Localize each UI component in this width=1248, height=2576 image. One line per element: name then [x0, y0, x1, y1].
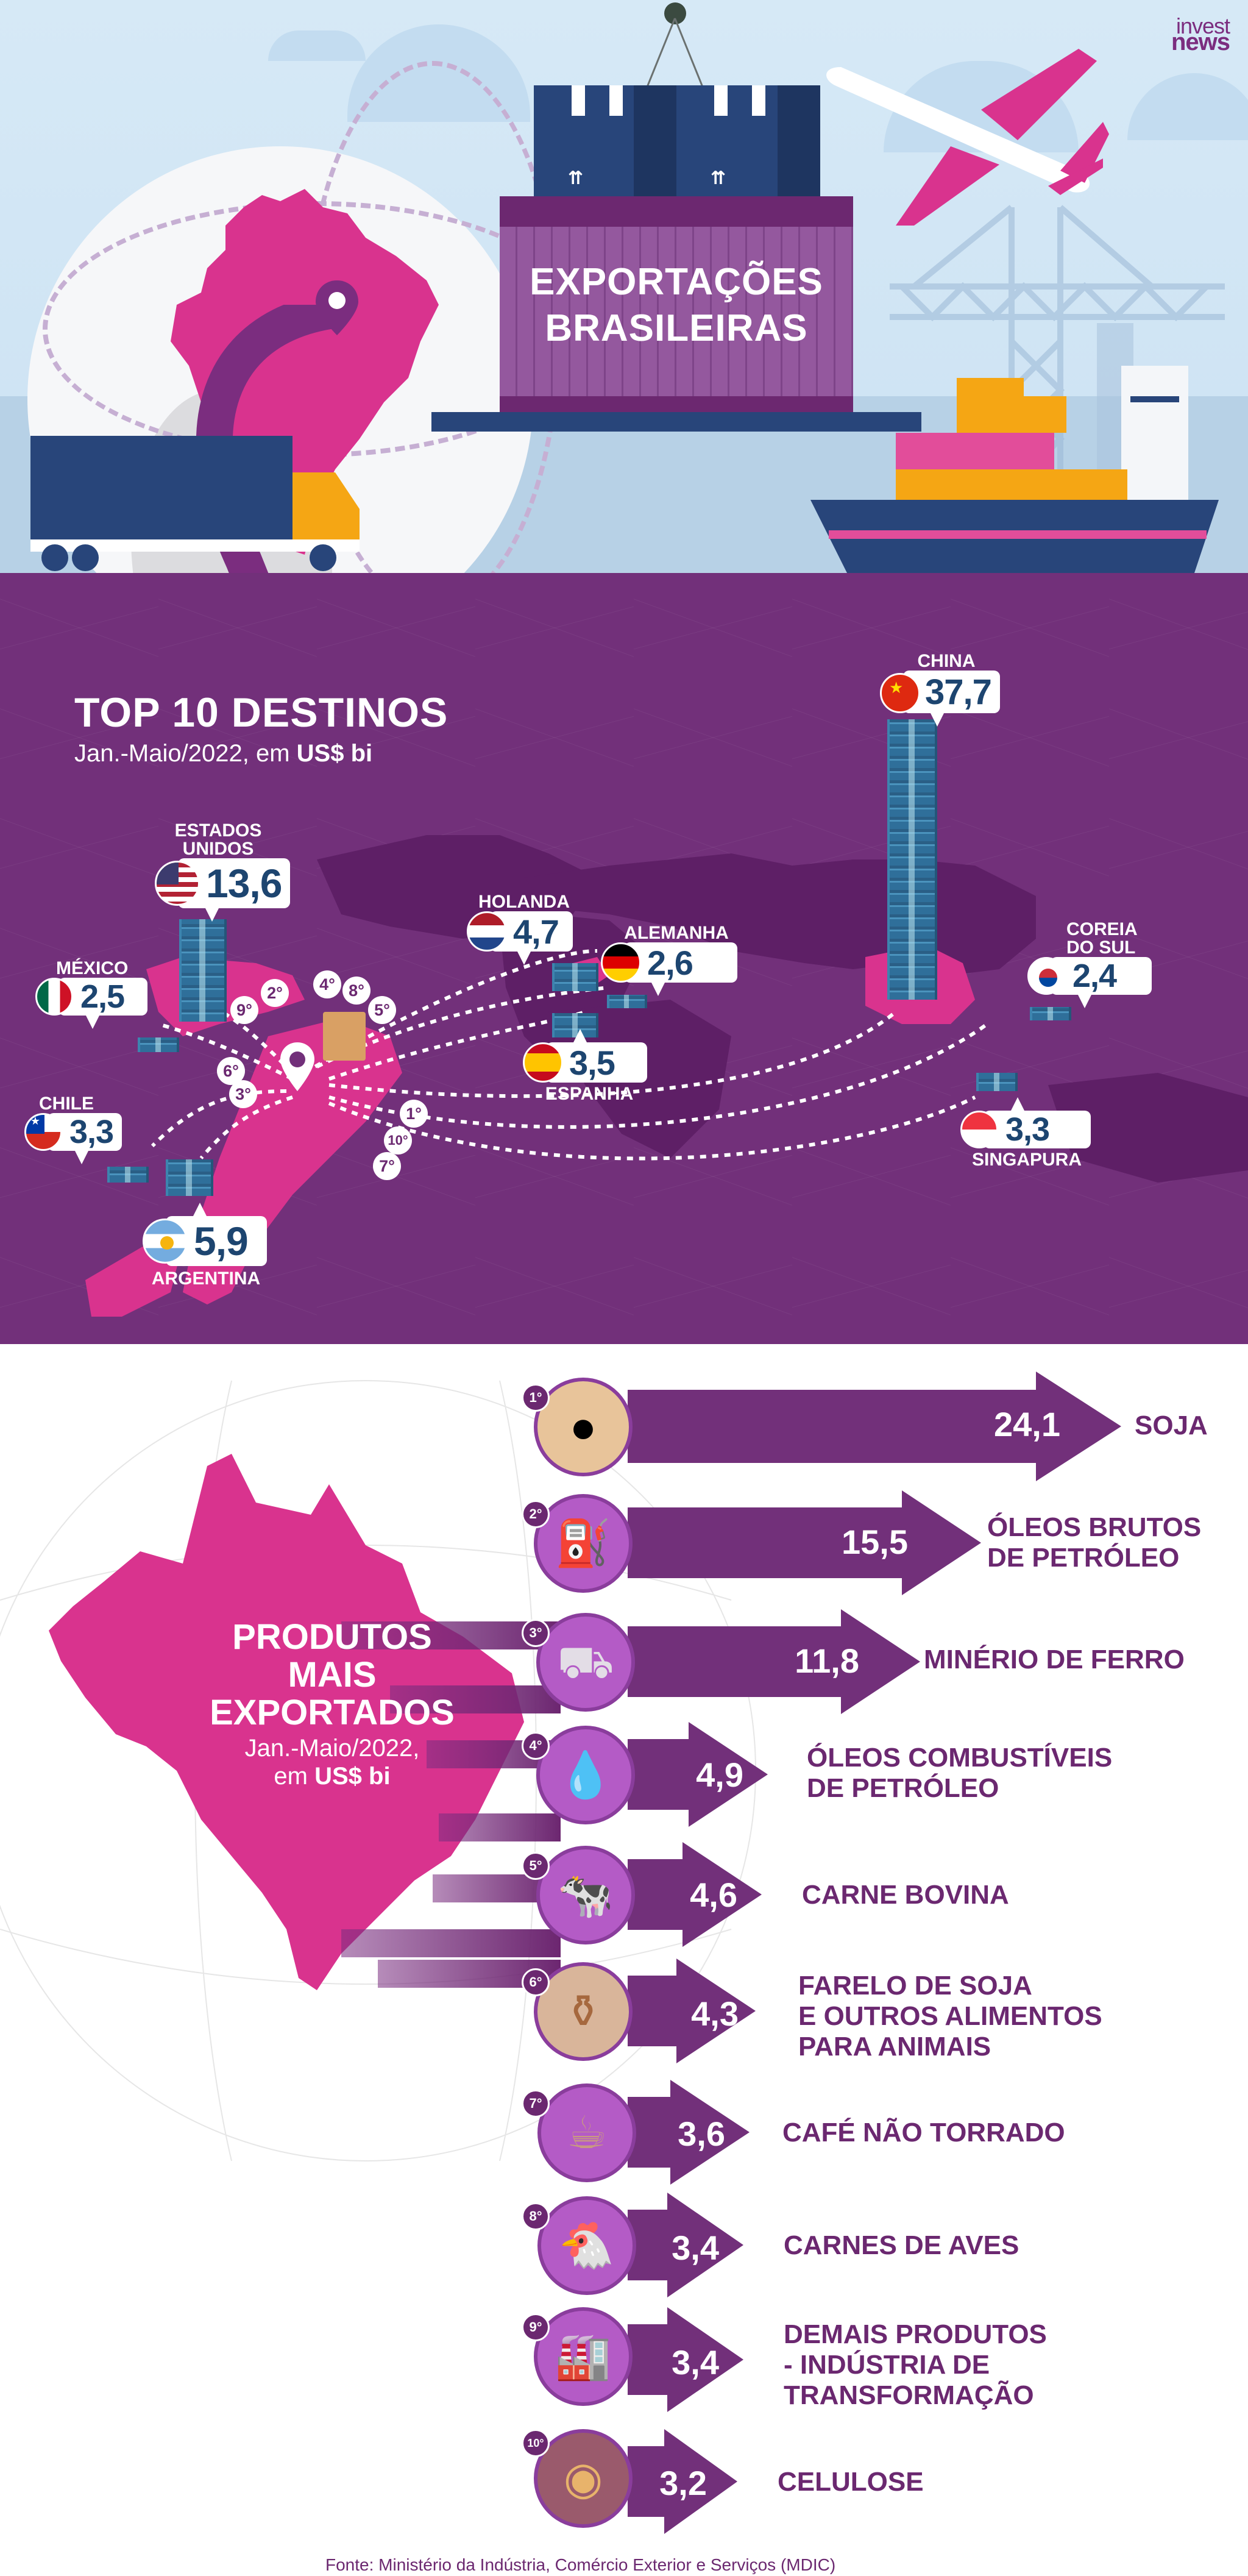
argentina-flag-icon	[143, 1219, 188, 1264]
value-arrow	[628, 1609, 920, 1714]
route-rank-marker: 5°	[368, 996, 396, 1024]
destination-chile: CHILE ★ 3,3	[24, 1095, 122, 1164]
ore-cart-icon: ⛟	[536, 1613, 635, 1712]
cargo-hand-icon	[323, 1012, 366, 1061]
destinations-title: TOP 10 DESTINOS	[74, 689, 448, 736]
value-arrow	[628, 2307, 743, 2412]
source-citation: Fonte: Ministério da Indústria, Comércio…	[325, 2555, 836, 2574]
china-flag-icon: ★	[880, 673, 920, 713]
cloud-shape	[268, 30, 366, 61]
chicken-icon: 🐔	[537, 2196, 636, 2295]
oil-derrick-icon: ⛽	[534, 1494, 633, 1593]
value-arrow	[628, 1959, 756, 2063]
value-arrow	[628, 2080, 750, 2185]
destination-south-korea: COREIA DO SUL 2,4	[1027, 920, 1152, 1008]
products-title: PRODUTOS MAIS EXPORTADOS	[210, 1617, 455, 1732]
netherlands-flag-icon	[467, 911, 507, 952]
title-line-2: BRASILEIRAS	[545, 307, 808, 349]
money-stack-singapore	[976, 1073, 1018, 1091]
destination-argentina: 5,9 ARGENTINA	[143, 1203, 267, 1288]
destination-germany: ALEMANHA 2,6	[601, 924, 737, 996]
this-side-up-icon: ⇈	[711, 168, 726, 188]
destination-usa: ESTADOS UNIDOS 13,6	[155, 822, 291, 922]
money-stack-usa	[179, 919, 227, 1022]
connector-bar	[390, 1685, 561, 1713]
route-rank-marker: 4°	[313, 970, 341, 998]
cow-icon: 🐄	[536, 1846, 635, 1944]
logs-icon: ◉	[534, 2429, 633, 2528]
destination-netherlands: HOLANDA 4,7	[467, 893, 573, 965]
route-rank-marker: 1°	[400, 1100, 428, 1128]
money-stack-netherlands	[552, 963, 598, 991]
route-rank-marker: 3°	[229, 1080, 257, 1108]
fuel-tank-icon: 💧	[536, 1726, 635, 1824]
top-destinations-section: TOP 10 DESTINOS Jan.-Maio/2022, em US$ b…	[0, 573, 1248, 1344]
spain-flag-icon	[523, 1042, 563, 1083]
destination-singapore: 3,3 SINGAPURA	[960, 1097, 1091, 1169]
destination-mexico: MÉXICO 2,5	[35, 959, 147, 1029]
value-arrow	[628, 1842, 762, 1947]
destination-spain: 3,5 ESPANHA	[523, 1029, 647, 1103]
cloud-shape	[1127, 73, 1248, 140]
hero-banner: ⇈ ⇈ EXPORTAÇÕES BRASILEIRAS invest	[0, 0, 1248, 573]
money-stack-chile	[107, 1167, 149, 1183]
money-stack-mexico	[138, 1037, 179, 1052]
shipping-container	[500, 196, 853, 427]
value-arrow	[628, 2193, 743, 2297]
coffee-bean-icon: ☕	[537, 2083, 636, 2182]
brazil-map-products	[49, 1454, 524, 1990]
title-line-1: EXPORTAÇÕES	[530, 261, 823, 303]
factory-icon: 🏭	[534, 2307, 633, 2406]
money-stack-china	[887, 719, 937, 1000]
location-pin-icon	[316, 280, 358, 335]
products-subtitle: Jan.-Maio/2022, em US$ bi	[244, 1735, 420, 1790]
money-stack-argentina	[166, 1159, 213, 1196]
value-arrow	[628, 1722, 768, 1827]
route-rank-marker: 8°	[342, 977, 370, 1005]
brazil-map-hero	[171, 189, 439, 555]
airplane-illustration	[826, 49, 1109, 226]
investnews-logo[interactable]: invest news	[1171, 13, 1230, 55]
this-side-up-icon: ⇈	[568, 168, 584, 188]
route-rank-marker: 10°	[384, 1126, 412, 1155]
germany-flag-icon	[601, 942, 641, 983]
value-arrow	[628, 1372, 1121, 1481]
cargo-ship-illustration	[810, 366, 1219, 573]
brazil-hub-pin-icon	[280, 1042, 314, 1091]
money-stack-germany	[607, 995, 647, 1008]
route-rank-marker: 2°	[261, 979, 289, 1007]
soybean-icon: ●	[534, 1378, 633, 1476]
singapore-flag-icon	[960, 1111, 998, 1148]
chile-flag-icon: ★	[24, 1113, 62, 1151]
top-products-section: PRODUTOS MAIS EXPORTADOS Jan.-Maio/2022,…	[0, 1344, 1248, 2576]
destinations-subtitle: Jan.-Maio/2022, em US$ bi	[74, 740, 373, 767]
main-title: EXPORTAÇÕES BRASILEIRAS	[500, 259, 853, 352]
value-arrow	[628, 1490, 981, 1595]
cargo-boxes: ⇈ ⇈	[534, 85, 820, 199]
south-korea-flag-icon	[1027, 957, 1065, 995]
animal-feed-icon: ⚱	[534, 1962, 633, 2061]
destination-china: CHINA ★ 37,7	[880, 652, 1000, 727]
mexico-flag-icon	[35, 978, 73, 1016]
route-rank-marker: 9°	[230, 996, 258, 1024]
value-arrow	[628, 2429, 737, 2534]
usa-flag-icon	[155, 861, 200, 906]
route-rank-marker: 7°	[373, 1152, 401, 1180]
crane-platform	[431, 412, 921, 432]
connector-bar	[439, 1813, 561, 1841]
connector-bar	[341, 1929, 561, 1957]
money-stack-south-korea	[1030, 1007, 1071, 1020]
truck-illustration	[30, 436, 360, 571]
